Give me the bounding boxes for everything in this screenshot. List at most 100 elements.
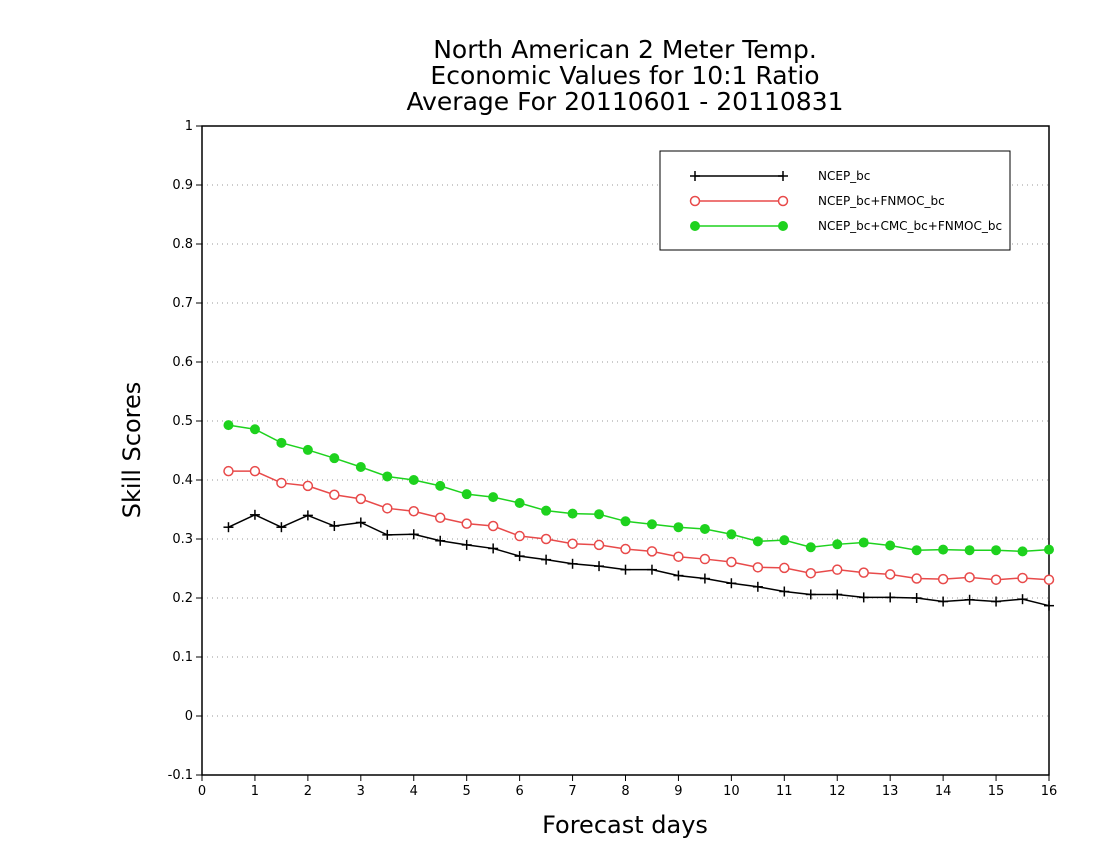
series-3-point [885, 540, 896, 551]
series-1-point [461, 539, 472, 550]
series-3-point [541, 505, 552, 516]
series-2-point [620, 543, 631, 555]
series-1-point [858, 592, 869, 603]
series-3-point [832, 539, 843, 550]
y-tick-label: -0.1 [168, 768, 193, 783]
x-tick-label: 13 [882, 784, 899, 799]
series-3-point [699, 523, 710, 534]
series-1-point [779, 586, 790, 597]
series-1-point [832, 589, 843, 600]
x-tick-label: 11 [776, 784, 793, 799]
series-2-point [276, 477, 287, 489]
series-2-point [1017, 572, 1028, 584]
series-1-point [699, 573, 710, 584]
series-2-point [726, 556, 737, 568]
series-1-point [620, 564, 631, 575]
series-2-point [805, 567, 817, 579]
y-axis-label: Skill Scores [118, 382, 146, 519]
series-1-point [435, 535, 446, 546]
x-tick-label: 0 [198, 784, 206, 799]
series-1-point [964, 594, 975, 605]
series-2-point [567, 538, 578, 549]
series-3-point [223, 420, 234, 431]
series-3-point [249, 424, 260, 435]
series-1-point [911, 593, 922, 603]
series-3-point [302, 444, 313, 455]
series-1-point [541, 554, 552, 565]
series-2-point [302, 480, 314, 492]
series-1-point [805, 589, 816, 600]
series-2-point [514, 530, 525, 542]
y-tick-label: 0.7 [172, 296, 193, 311]
x-tick-label: 15 [988, 784, 1005, 799]
series-1-point [355, 517, 366, 528]
chart-title: North American 2 Meter Temp. Economic Va… [406, 35, 843, 116]
chart-title-line-3: Average For 20110601 - 20110831 [406, 87, 843, 116]
series-2-point [329, 489, 340, 500]
series-2 [223, 465, 1055, 585]
series-2-point [911, 573, 922, 584]
series-2-point [990, 574, 1002, 585]
series-3-point [594, 509, 605, 520]
legend-label: NCEP_bc [818, 169, 870, 183]
legend-label: NCEP_bc+FNMOC_bc [818, 194, 945, 208]
series-2-point [540, 533, 552, 545]
y-tick-label: 0.1 [172, 650, 193, 665]
legend-marker [778, 171, 788, 181]
series-2-point [223, 465, 234, 477]
legend-marker [689, 195, 701, 207]
series-3-point [646, 519, 657, 530]
x-tick-label: 8 [621, 784, 629, 799]
x-tick-label: 1 [251, 784, 259, 799]
gridlines [202, 184, 1049, 717]
series-2-point [355, 493, 367, 505]
x-tick-label: 5 [463, 784, 471, 799]
y-tick-label: 1 [185, 119, 193, 134]
chart-title-line-2: Economic Values for 10:1 Ratio [430, 61, 819, 90]
series-1-point [514, 551, 525, 562]
series-1 [223, 509, 1054, 611]
series-3-point [673, 522, 684, 533]
y-tick-label: 0 [185, 709, 193, 724]
series-1-point [408, 529, 419, 540]
y-tick-label: 0.8 [172, 237, 193, 252]
x-tick-label: 7 [568, 784, 576, 799]
series-2-point [249, 465, 261, 477]
series-3-point [461, 489, 472, 500]
series-1-point [726, 578, 737, 589]
series-2-point [593, 539, 605, 551]
series-1-point [885, 592, 896, 603]
series-2-point [487, 520, 499, 532]
series-2-point [382, 503, 393, 514]
series-3 [223, 420, 1054, 557]
series-2-point [752, 562, 764, 573]
series-2-point [646, 546, 658, 557]
series-3-point [1044, 544, 1054, 555]
y-tick-label: 0.3 [172, 532, 193, 547]
x-tick-label: 2 [304, 784, 312, 799]
series-1-point [938, 596, 949, 607]
series-3-point [355, 462, 366, 473]
series-3-point [620, 516, 631, 527]
series-3-point [514, 498, 525, 509]
series-3-point [964, 545, 975, 556]
y-tick-label: 0.9 [172, 178, 193, 193]
series-2-point [461, 518, 472, 529]
legend-marker [690, 221, 700, 231]
x-axis-label: Forecast days [542, 811, 708, 839]
x-tick-label: 9 [674, 784, 682, 799]
series-1-line [228, 513, 1050, 607]
legend: NCEP_bc NCEP_bc+FNMOC_bc NCEP_bc+CMC_bc+FN… [659, 150, 1011, 251]
series-1-point [1017, 594, 1028, 605]
series-1-point [594, 561, 605, 572]
series-2-line [228, 470, 1050, 581]
series-3-point [938, 544, 949, 555]
series-3-point [726, 529, 737, 540]
y-axis-ticks: -0.1 0 0.1 0.2 0.3 0.4 0.5 0.6 0.7 0.8 0.9 1 [168, 119, 202, 783]
series-3-point [805, 542, 816, 553]
y-tick-label: 0.4 [172, 473, 193, 488]
series-1-point [1044, 600, 1054, 611]
y-tick-label: 0.2 [172, 591, 193, 606]
series-1-point [991, 596, 1002, 607]
